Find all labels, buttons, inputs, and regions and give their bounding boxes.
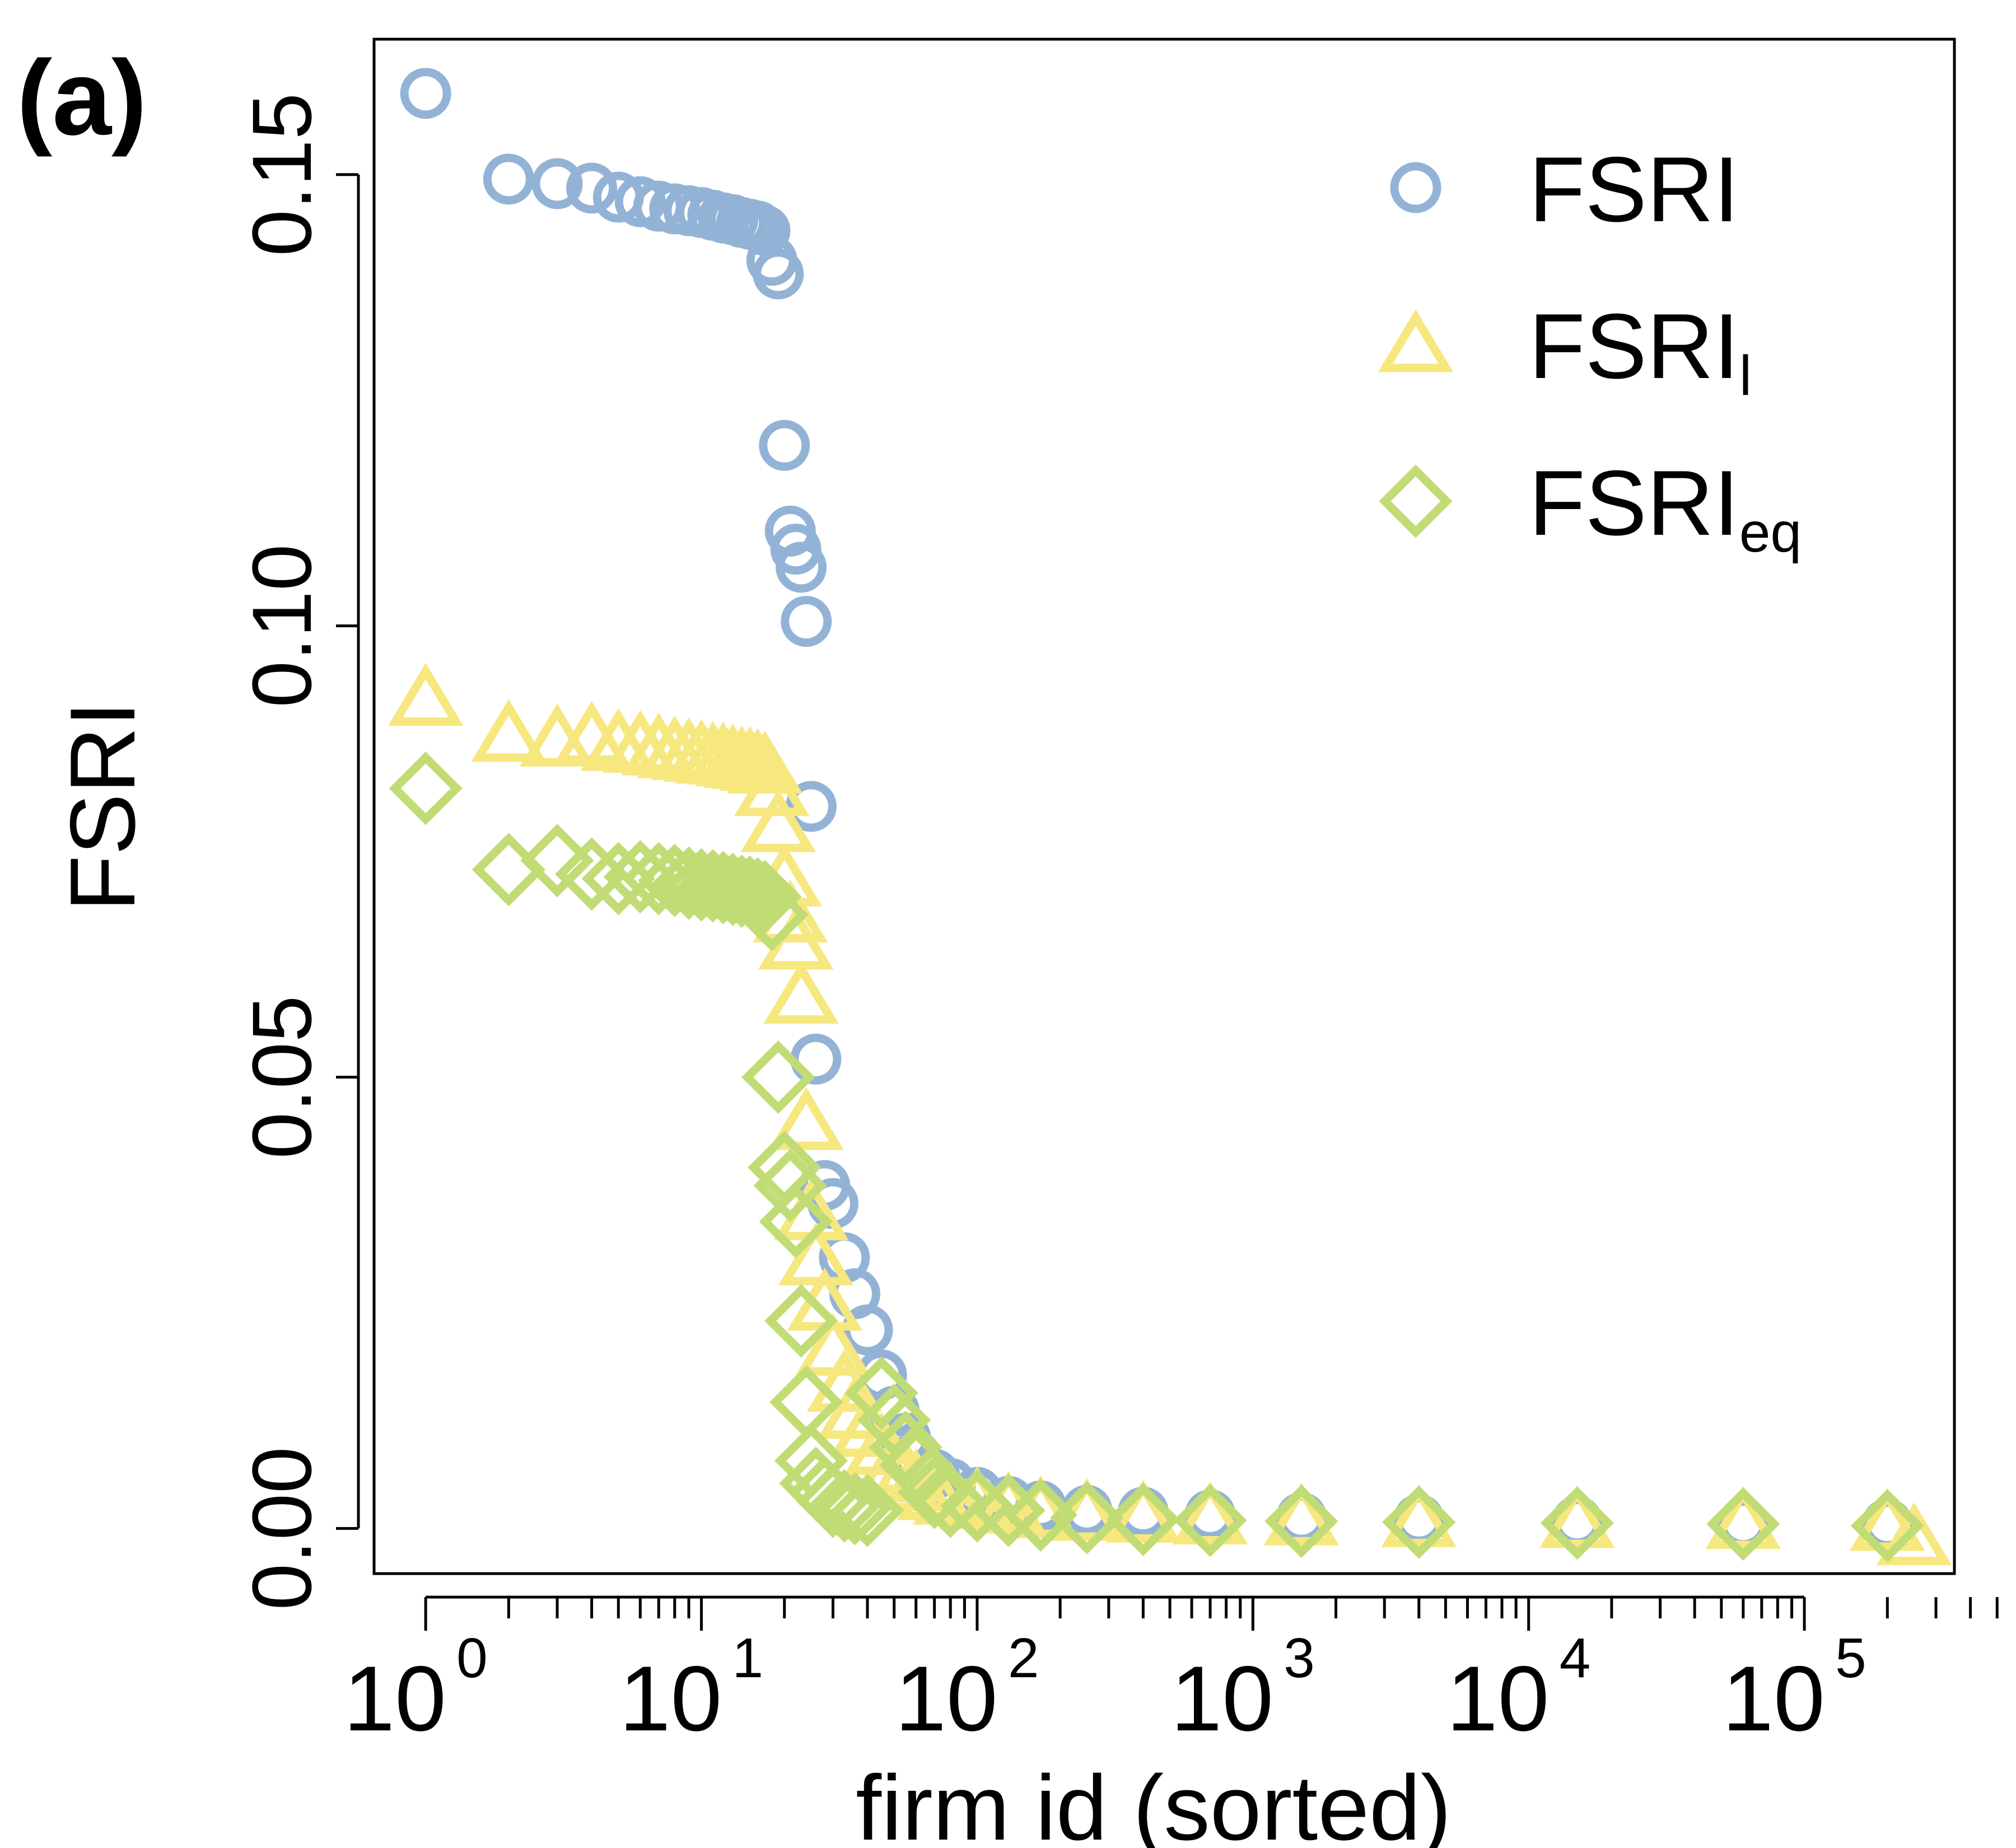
diamond-point — [818, 1472, 892, 1546]
diamond-point — [913, 1464, 987, 1538]
triangle-point — [1381, 1484, 1457, 1547]
circle-point — [400, 68, 451, 119]
diamond-point — [1706, 1487, 1780, 1561]
diamond-point — [869, 1410, 942, 1484]
diamond-point — [1173, 1483, 1247, 1557]
legend-triangle-symbol — [1378, 309, 1454, 372]
x-tick-exponent: 4 — [1560, 1627, 1591, 1690]
y-tick-label: 0.00 — [235, 1446, 329, 1610]
x-tick-label: 10 — [1722, 1647, 1825, 1750]
y-tick-label: 0.10 — [235, 544, 329, 708]
diamond-point — [1264, 1484, 1338, 1558]
diamond-point — [735, 878, 809, 952]
diamond-point — [741, 1040, 815, 1114]
triangle-point — [1705, 1486, 1781, 1550]
diamond-point — [844, 1356, 918, 1430]
legend-label-subscript: l — [1739, 344, 1752, 407]
triangle-point — [1850, 1488, 1925, 1551]
diamond-point — [1850, 1488, 1924, 1563]
legend-label: FSRI — [1529, 138, 1739, 241]
circle-point — [739, 205, 791, 256]
panel-label: (a) — [17, 39, 147, 157]
y-tick-label: 0.05 — [235, 996, 329, 1159]
legend-label-subscript: eq — [1739, 501, 1802, 564]
diamond-point — [879, 1428, 953, 1502]
diamond-point — [808, 1469, 881, 1543]
x-tick-exponent: 0 — [456, 1627, 488, 1690]
circle-point — [566, 162, 618, 214]
circle-point — [776, 542, 827, 593]
plot-frame — [372, 38, 1956, 1575]
legend-label: FSRIl — [1529, 295, 1752, 407]
x-tick-label: 10 — [619, 1647, 722, 1750]
triangle-point — [388, 663, 464, 726]
triangle-point — [1876, 1502, 1952, 1566]
x-tick-label: 10 — [895, 1647, 998, 1750]
x-tick-exponent: 1 — [732, 1627, 764, 1690]
circle-point — [785, 781, 837, 832]
circle-point — [531, 158, 583, 209]
diamond-point — [753, 1149, 827, 1222]
x-tick-exponent: 2 — [1008, 1627, 1039, 1690]
diamond-point — [1050, 1481, 1124, 1555]
diamond-point — [622, 842, 696, 916]
x-tick-label: 10 — [1446, 1647, 1550, 1750]
triangle-point — [1105, 1480, 1181, 1543]
x-tick-label: 10 — [343, 1647, 446, 1750]
triangle-point — [1172, 1481, 1248, 1544]
diamond-point — [1382, 1485, 1456, 1559]
x-tick-exponent: 5 — [1835, 1627, 1866, 1690]
legend-diamond-symbol — [1379, 464, 1453, 538]
y-axis: 0.00 0.05 0.10 0.15 — [235, 93, 360, 1610]
series-fsri-eq — [389, 752, 1924, 1563]
x-axis-title: firm id (sorted) — [856, 1756, 1451, 1848]
diamond-point — [830, 1473, 904, 1547]
diamond-point — [554, 837, 629, 911]
diamond-point — [389, 752, 463, 825]
circle-point — [483, 153, 534, 205]
diamond-point — [728, 860, 802, 934]
y-axis-title: FSRI — [51, 701, 154, 912]
diamond-point — [1540, 1486, 1614, 1560]
triangle-point — [763, 960, 839, 1024]
diamond-point — [898, 1455, 972, 1529]
triangle-point — [727, 730, 803, 794]
diamond-point — [1004, 1478, 1077, 1552]
data-points — [388, 68, 1952, 1566]
circle-point — [753, 248, 804, 300]
triangle-point — [1539, 1485, 1615, 1548]
circle-point — [759, 419, 810, 471]
y-tick-label: 0.15 — [235, 93, 329, 256]
circle-point — [781, 596, 832, 647]
triangle-point — [778, 1222, 854, 1286]
x-axis: 10 0 10 1 10 2 10 3 10 4 10 5 — [343, 1595, 1999, 1750]
x-tick-exponent: 3 — [1284, 1627, 1315, 1690]
triangle-point — [1263, 1482, 1340, 1546]
triangle-point — [768, 1087, 844, 1150]
diamond-point — [764, 1284, 838, 1358]
diamond-point — [520, 824, 594, 898]
triangle-point — [1003, 1475, 1079, 1538]
diamond-point — [1106, 1482, 1180, 1556]
triangle-point — [471, 699, 547, 762]
x-tick-label: 10 — [1171, 1647, 1274, 1750]
legend-circle-symbol — [1390, 162, 1441, 213]
diamond-point — [704, 854, 779, 928]
triangle-point — [740, 789, 816, 852]
diamond-point — [759, 1184, 833, 1259]
